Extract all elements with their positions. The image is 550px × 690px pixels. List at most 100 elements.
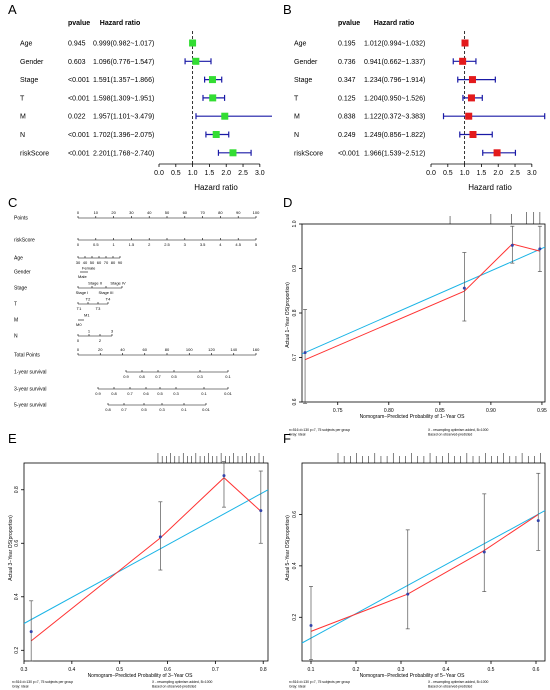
nomogram-tick-label: 0.5 — [141, 407, 147, 412]
forest-a-row-hr-text: 1.598(1.309~1.951) — [93, 95, 154, 102]
nomogram-tick-label: 0.7 — [127, 391, 133, 396]
cal-f-data-point — [482, 550, 486, 554]
cal-f-series-line — [310, 513, 539, 632]
nomogram-tick-label: 0.5 — [171, 374, 177, 379]
forest-a-x-tick-label: 1.5 — [205, 170, 215, 177]
forest-b-hr-marker — [493, 149, 501, 157]
nomogram-row-label: 1-year survival — [14, 370, 47, 376]
nomogram-tick-label: 0.5 — [93, 242, 99, 247]
cal-f-x-tick-label: 0.2 — [353, 667, 360, 673]
forest-b-row-hr-text: 1.966(1.539~2.512) — [364, 150, 425, 157]
nomogram-row-label: T — [14, 302, 17, 308]
forest-a-row-hr-text: 1.096(0.776~1.547) — [93, 59, 154, 66]
cal-e-x-tick-label: 0.6 — [164, 667, 171, 673]
cal-d-y-tick-label: 0.6 — [292, 398, 298, 405]
cal-e-plot-frame — [23, 462, 269, 662]
forest-b-header-hr: Hazard ratio — [374, 20, 414, 27]
cal-f-x-tick-label: 0.5 — [488, 667, 495, 673]
cal-d-footer-left: n=516 d=130 p=7, 75 subjects per group — [289, 428, 350, 432]
forest-a-row-label: N — [20, 132, 25, 139]
forest-a-hr-marker — [189, 39, 197, 47]
nomogram-row-label: M — [14, 318, 18, 324]
nomogram-row-label: Gender — [14, 270, 31, 276]
forest-b-x-tick-label: 1.5 — [477, 170, 487, 177]
cal-e-x-tick-label: 0.4 — [68, 667, 75, 673]
forest-a-row-pvalue: <0.001 — [68, 95, 90, 102]
forest-b-row-hr-text: 1.204(0.950~1.526) — [364, 95, 425, 102]
forest-a-row-pvalue: <0.001 — [68, 132, 90, 139]
cal-e-y-tick-label: 0.6 — [14, 540, 20, 547]
forest-a-hr-marker — [209, 94, 217, 102]
forest-a-row-hr-text: 2.201(1.768~2.740) — [93, 150, 154, 157]
forest-b-row-label: Stage — [294, 77, 312, 84]
calibration-f-ylabel: Actual 5−Year OS(proportion) — [285, 515, 291, 581]
nomogram-tick-label: 0 — [77, 338, 80, 343]
forest-b-row-label: Age — [294, 41, 307, 48]
nomogram-tick-label: 40 — [120, 347, 125, 352]
forest-b-hr-marker — [461, 39, 469, 47]
cal-d-footer-right: X - resampling optimism added, B=1000 — [428, 428, 489, 432]
cal-e-series-line — [30, 477, 262, 642]
forest-a-x-tick-label: 1.0 — [188, 170, 198, 177]
forest-b-row-pvalue: 0.195 — [338, 41, 356, 48]
nomogram-tick-label: 60 — [97, 260, 102, 265]
cal-d-y-tick-label: 0.7 — [292, 354, 298, 361]
forest-plot-b: pvalue Hazard ratio Hazard ratio 0.0 0.5 1… — [294, 20, 546, 192]
nomogram-tick-label: 100 — [186, 347, 193, 352]
nomogram-tick-label: 3 — [111, 329, 114, 334]
nomogram-tick-label: 90 — [118, 260, 123, 265]
forest-b-row-pvalue: <0.001 — [338, 150, 360, 157]
nomogram-tick-label: 0.3 — [159, 407, 165, 412]
cal-e-data-point — [158, 535, 162, 539]
forest-b-row-pvalue: 0.736 — [338, 59, 356, 66]
cal-f-data-point — [309, 624, 313, 628]
nomogram-tick-label: 1 — [112, 242, 115, 247]
forest-a-row-label: M — [20, 114, 26, 121]
cal-e-footer-left: Gray: ideal — [12, 685, 29, 689]
cal-d-x-tick-label: 0.95 — [537, 408, 547, 414]
forest-a-hr-marker — [212, 131, 220, 138]
forest-a-row-pvalue: 0.945 — [68, 41, 86, 48]
cal-e-data-point — [29, 630, 33, 634]
forest-b-row-label: T — [294, 95, 299, 102]
nomogram-tick-label: 60 — [183, 210, 188, 215]
nomogram-tick-label: 1.5 — [129, 242, 135, 247]
nomogram-tick-label: 0 — [77, 210, 80, 215]
nomogram-tick-label: 40 — [147, 210, 152, 215]
nomogram-tick-label: Stage IV — [110, 281, 126, 286]
forest-plot-a: pvalue Hazard ratio Hazard ratio 0.0 0.5 1… — [20, 20, 272, 192]
nomogram-tick-label: 80 — [111, 260, 116, 265]
nomogram-row-label: 3-year survival — [14, 387, 47, 393]
nomogram-tick-label: 10 — [94, 210, 99, 215]
cal-e-y-tick-label: 0.4 — [14, 593, 20, 600]
forest-b-x-tick-label: 2.5 — [510, 170, 520, 177]
nomogram-tick-label: 4 — [219, 242, 222, 247]
forest-a-row-hr-text: 1.957(1.101~3.479) — [93, 114, 154, 121]
cal-f-y-tick-label: 0.2 — [292, 614, 298, 621]
cal-f-x-tick-label: 0.6 — [533, 667, 540, 673]
forest-a-row-hr-text: 1.702(1.396~2.075) — [93, 132, 154, 139]
nomogram-tick-label: 3 — [184, 242, 187, 247]
cal-d-x-tick-label: 0.85 — [435, 408, 445, 414]
cal-d-data-point — [510, 243, 514, 247]
cal-f-y-tick-label: 0.6 — [292, 511, 298, 518]
cal-e-footer-left: n=516 d=130 p=7, 75 subjects per group — [12, 680, 73, 684]
forest-b-xlabel: Hazard ratio — [468, 183, 512, 192]
nomogram-tick-label: 0.1 — [181, 407, 187, 412]
calibration-e-xlabel: Nomogram−Predicted Probability of 3−Year… — [88, 673, 194, 679]
nomogram-tick-label: 100 — [253, 210, 260, 215]
nomogram-tick-label: 50 — [165, 210, 170, 215]
forest-a-hr-marker — [229, 149, 237, 157]
cal-f-plot-frame — [301, 462, 546, 662]
cal-f-footer-right: Based on observed-predicted — [428, 685, 472, 689]
cal-d-plot-frame — [301, 223, 546, 403]
nomogram-tick-label: 0.3 — [173, 391, 179, 396]
nomogram-tick-label: 0.1 — [225, 374, 231, 379]
nomogram-tick-label: 60 — [143, 347, 148, 352]
cal-d-series-line — [301, 246, 546, 355]
panel-label-d: D — [283, 195, 292, 210]
nomogram-tick-label: 0 — [77, 242, 80, 247]
nomogram-tick-label: T3 — [96, 306, 101, 311]
nomogram-row-label: Age — [14, 256, 23, 262]
